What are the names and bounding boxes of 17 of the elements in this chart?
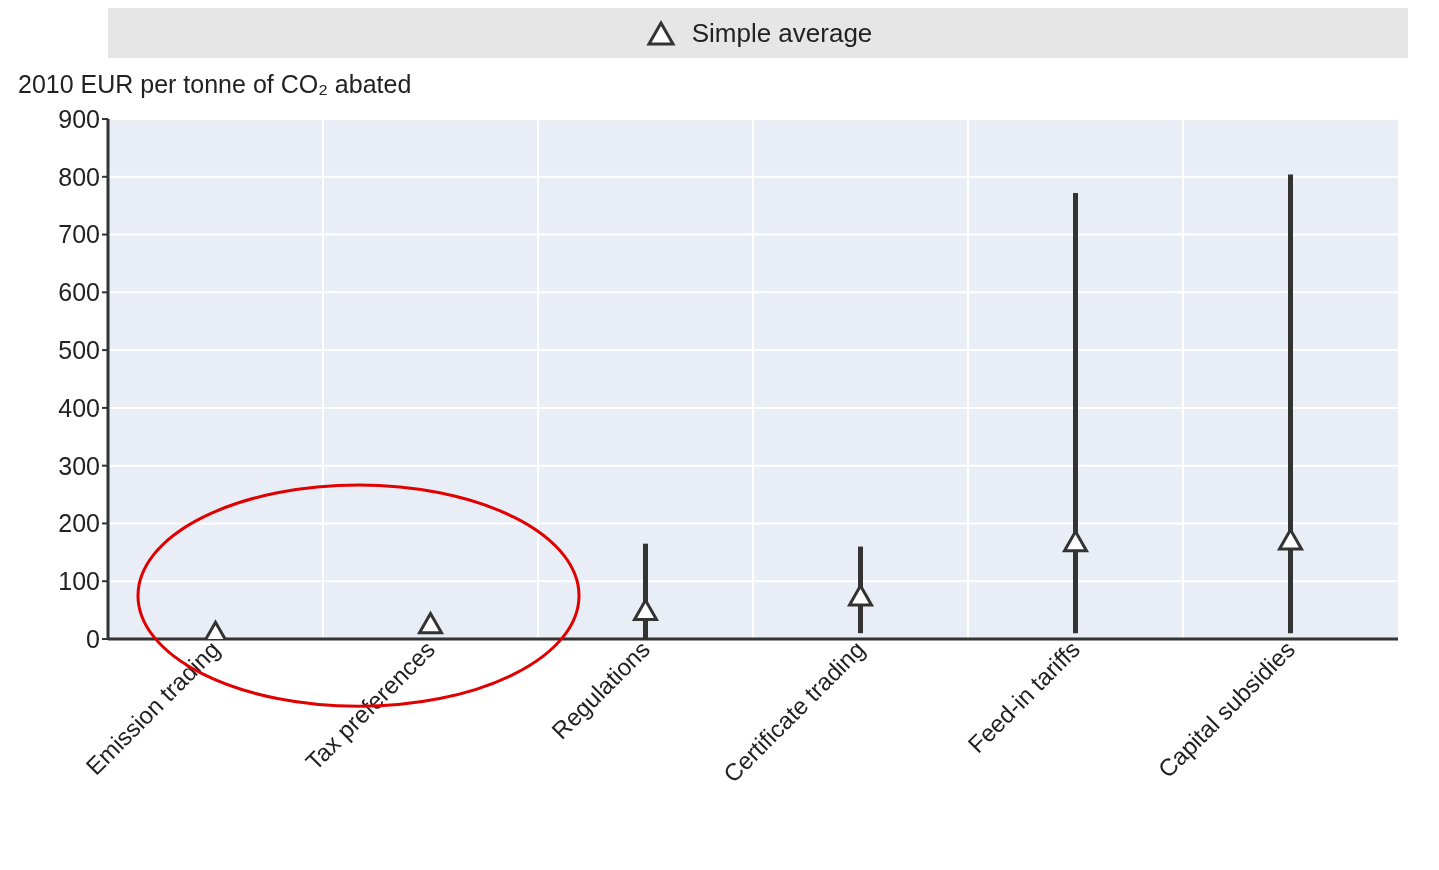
y-tick-label: 0	[86, 624, 100, 653]
y-tick-label: 300	[58, 451, 100, 480]
y-tick-label: 100	[58, 567, 100, 596]
point	[418, 612, 443, 635]
y-tick-label: 800	[58, 162, 100, 191]
point	[848, 584, 873, 607]
y-tick-label: 200	[58, 509, 100, 538]
y-tick-label: 600	[58, 278, 100, 307]
y-tick-label: 900	[58, 104, 100, 133]
point	[1278, 528, 1303, 551]
y-tick-label: 400	[58, 393, 100, 422]
point	[1063, 530, 1088, 553]
y-tick-label: 500	[58, 335, 100, 364]
y-axis-title: 2010 EUR per tonne of CO₂ abated	[18, 70, 413, 99]
y-tick-label: 700	[58, 220, 100, 249]
point	[633, 598, 658, 622]
legend-label: Simple average	[691, 17, 873, 49]
